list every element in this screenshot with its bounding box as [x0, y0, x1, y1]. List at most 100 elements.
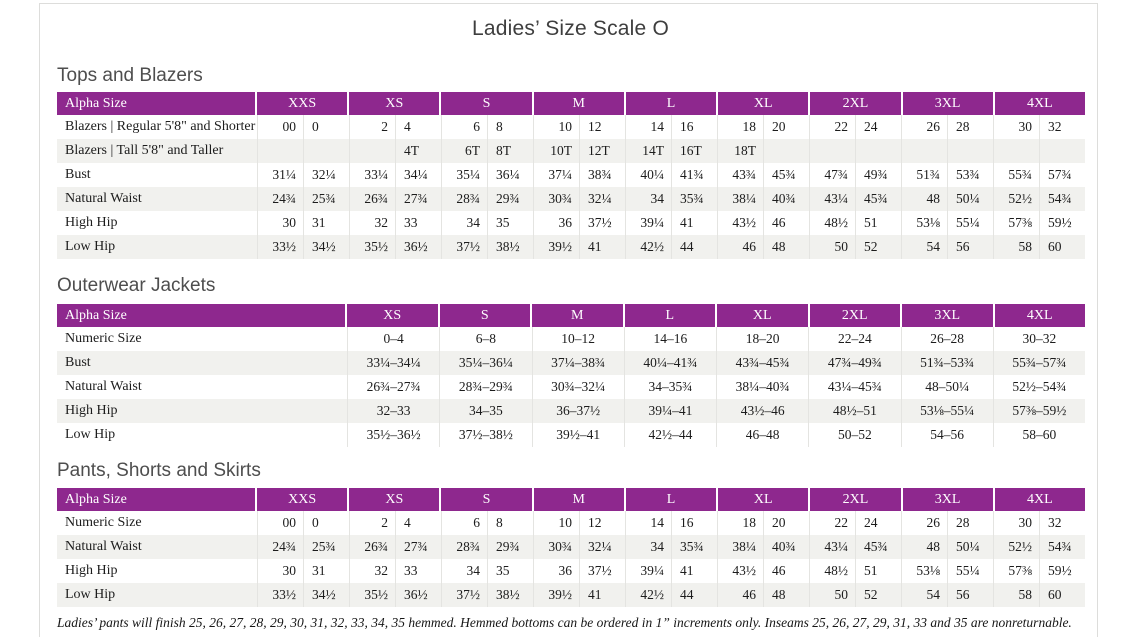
size-value: 48	[763, 583, 809, 607]
table-row: Bust 33¼–34¼ 35¼–36¼ 37¼–38¾ 40¼–41¾ 43¾–45¾ 4…	[57, 351, 1085, 375]
size-value: 33	[395, 559, 441, 583]
size-value: 30¾–32¼	[531, 375, 624, 399]
size-cell-pair: 14 16	[625, 115, 717, 139]
size-value: 32¼	[579, 187, 625, 211]
header-cell-4xl: 4XL	[994, 92, 1085, 115]
size-value: 59½	[1039, 559, 1085, 583]
size-value: 46	[717, 583, 763, 607]
size-cell-pair: 31¼ 32¼	[257, 163, 349, 187]
header-cell-3xl: 3XL	[902, 304, 995, 327]
size-value: 4	[395, 115, 441, 139]
size-table: Alpha Size XXS XS S M L XL 2XL 3XL 4XL Blazers | R…	[57, 92, 1085, 259]
size-cell-pair: 28¾ 29¾	[441, 535, 533, 559]
size-value: 18	[717, 115, 763, 139]
size-value: 12	[579, 115, 625, 139]
size-cell-pair: 42½ 44	[625, 583, 717, 607]
size-cell-pair: 43½ 46	[717, 559, 809, 583]
footnote: Ladies’ pants will finish 25, 26, 27, 28…	[57, 615, 1072, 630]
row-label: Blazers | Tall 5'8" and Taller	[65, 143, 224, 158]
size-value: 57⅜	[993, 559, 1039, 583]
size-cell-pair: 10 12	[533, 511, 625, 535]
size-cell-pair	[901, 139, 993, 163]
size-value: 14	[625, 511, 671, 535]
size-value: 30	[257, 211, 303, 235]
row-label: High Hip	[65, 215, 118, 230]
size-value: 60	[1039, 583, 1085, 607]
size-value: 28¾	[441, 187, 487, 211]
size-value: 35½–36½	[347, 423, 439, 447]
header-cell-m: M	[533, 92, 626, 115]
table-header-row: Alpha Size XXS XS S M L XL 2XL 3XL 4XL	[57, 488, 1085, 511]
size-value: 58	[993, 583, 1039, 607]
size-value: 31	[303, 211, 349, 235]
size-value: 10	[533, 511, 579, 535]
size-cell-pair: 38¼ 40¾	[717, 187, 809, 211]
size-value: 51	[855, 559, 901, 583]
size-cell-pair: 50 52	[809, 583, 901, 607]
size-value: 43¼	[809, 187, 855, 211]
size-cell-pair: 22 24	[809, 115, 901, 139]
size-value: 26	[901, 115, 947, 139]
size-value: 53⅛	[901, 211, 947, 235]
size-cell-pair: 36 37½	[533, 211, 625, 235]
size-value: 28	[947, 511, 993, 535]
size-cell-pair: 00 0	[257, 511, 349, 535]
size-value: 34–35¾	[623, 375, 716, 399]
size-value: 26¾–27¾	[347, 375, 439, 399]
size-value: 00	[257, 511, 303, 535]
row-label: Numeric Size	[65, 515, 142, 530]
size-value: 33¼	[349, 163, 395, 187]
size-value: 58–60	[992, 423, 1085, 447]
size-cell-pair: 48 50¼	[901, 187, 993, 211]
size-cell-pair: 39¼ 41	[625, 211, 717, 235]
size-value: 10	[533, 115, 579, 139]
size-value: 57⅜–59½	[992, 399, 1085, 423]
size-value: 41	[579, 235, 625, 259]
size-value: 41	[579, 583, 625, 607]
size-value: 42½–44	[623, 423, 716, 447]
size-value: 34	[625, 187, 671, 211]
size-value: 60	[1039, 235, 1085, 259]
size-value: 2	[349, 115, 395, 139]
size-value: 29¾	[487, 187, 533, 211]
size-cell-pair: 30 31	[257, 211, 349, 235]
size-value: 28	[947, 115, 993, 139]
size-cell-pair: 39¼ 41	[625, 559, 717, 583]
size-value: 35½	[349, 235, 395, 259]
size-value: 52½	[993, 187, 1039, 211]
size-value	[303, 139, 349, 163]
size-cell-pair: 53⅛ 55¼	[901, 211, 993, 235]
size-value: 54¾	[1039, 535, 1085, 559]
size-value: 34	[441, 211, 487, 235]
size-value: 22–24	[808, 327, 900, 351]
size-value: 48½	[809, 211, 855, 235]
size-cell-pair: 48½ 51	[809, 211, 901, 235]
size-cell-pair: 28¾ 29¾	[441, 187, 533, 211]
size-value: 43¼	[809, 535, 855, 559]
size-value: 20	[763, 115, 809, 139]
size-value: 10T	[533, 139, 579, 163]
size-cell-pair: 34 35	[441, 211, 533, 235]
size-cell-pair: 30¾ 32¼	[533, 187, 625, 211]
size-value: 30	[257, 559, 303, 583]
size-cell-pair: 32 33	[349, 211, 441, 235]
size-cell-pair: 43¼ 45¾	[809, 187, 901, 211]
size-value: 48–50¼	[900, 375, 993, 399]
size-value: 33	[395, 211, 441, 235]
size-value: 30	[993, 511, 1039, 535]
header-cell-alpha-size: Alpha Size	[57, 92, 257, 115]
size-value: 39¼	[625, 559, 671, 583]
size-value: 27¾	[395, 187, 441, 211]
size-value: 34	[441, 559, 487, 583]
size-value: 40¼	[625, 163, 671, 187]
size-value: 36–37½	[531, 399, 624, 423]
size-value: 37½	[579, 211, 625, 235]
size-value: 25¾	[303, 535, 349, 559]
size-value: 37½	[441, 583, 487, 607]
size-cell-pair: 32 33	[349, 559, 441, 583]
size-value: 56	[947, 235, 993, 259]
size-value: 54–56	[900, 423, 993, 447]
